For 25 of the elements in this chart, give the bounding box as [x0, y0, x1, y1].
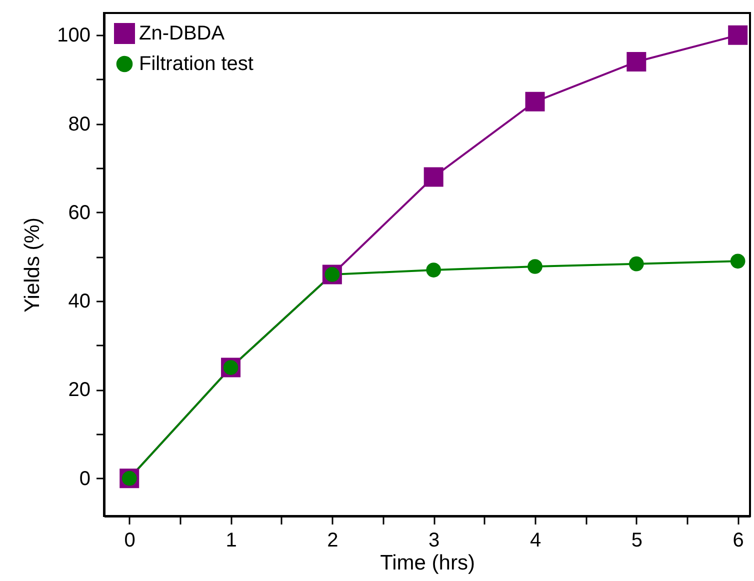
point — [629, 256, 644, 272]
x-axis-title: Time (hrs) — [380, 552, 475, 574]
x-tick-label: 5 — [631, 530, 642, 552]
y-tick-label: 60 — [68, 202, 90, 224]
legend-label: Zn-DBDA — [139, 22, 226, 44]
y-tick-label: 40 — [68, 290, 90, 313]
point — [528, 259, 542, 274]
y-tick-label: 0 — [79, 468, 90, 490]
x-tick-label: 6 — [732, 530, 744, 552]
y-tick-label: 80 — [68, 113, 90, 136]
point — [424, 167, 444, 187]
x-tick-label: 2 — [327, 530, 338, 552]
y-axis-title: Yields (%) — [21, 218, 44, 312]
point — [426, 262, 442, 278]
x-tick-label: 0 — [124, 530, 136, 552]
x-tick-label: 1 — [226, 530, 237, 552]
point — [730, 254, 746, 269]
y-tick-label: 100 — [57, 24, 90, 47]
point — [525, 92, 545, 112]
y-tick-label: 20 — [68, 379, 90, 402]
x-tick-label: 3 — [428, 530, 440, 552]
x-tick-label: 4 — [530, 530, 542, 552]
point — [728, 25, 748, 45]
point — [626, 52, 646, 72]
legend-label: Filtration test — [139, 53, 254, 75]
